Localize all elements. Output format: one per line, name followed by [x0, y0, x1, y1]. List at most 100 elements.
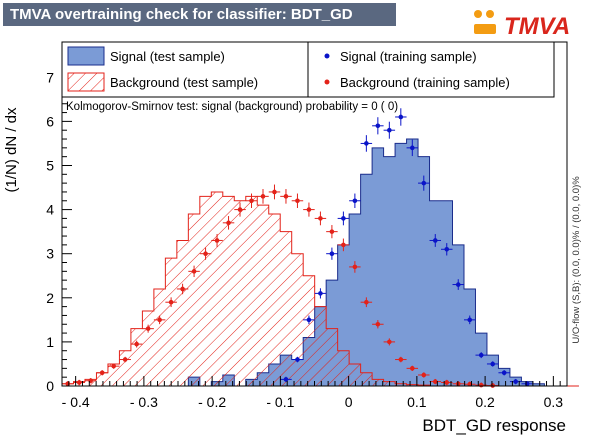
background-train-marker: [122, 357, 128, 362]
y-tick-label: 7: [46, 69, 54, 85]
legend-marker-background-train: [324, 79, 330, 85]
x-axis-label: BDT_GD response: [422, 416, 566, 435]
y-tick-label: 0: [46, 378, 54, 394]
y-axis-label: (1/N) dN / dx: [3, 107, 20, 193]
signal-train-point: [463, 315, 476, 325]
background-train-marker: [478, 382, 484, 388]
signal-train-marker: [432, 238, 438, 243]
signal-train-marker: [387, 127, 392, 133]
signal-train-point: [337, 211, 350, 226]
signal-train-point: [314, 288, 327, 299]
x-tick-label: 0.1: [407, 394, 427, 410]
legend-label-signal-test: Signal (test sample): [110, 49, 225, 64]
background-train-point: [429, 378, 442, 385]
background-train-point: [395, 356, 407, 363]
signal-train-point: [406, 139, 419, 157]
signal-train-marker: [306, 317, 312, 323]
background-train-marker: [398, 357, 404, 362]
x-tick-label: 0.2: [475, 394, 495, 410]
legend-label-background-test: Background (test sample): [110, 75, 258, 90]
signal-train-point: [418, 175, 430, 191]
background-train-marker: [237, 207, 243, 212]
x-tick-label: - 0.3: [130, 394, 158, 410]
signal-train-marker: [329, 251, 335, 256]
background-train-marker: [76, 380, 82, 385]
background-train-point: [406, 365, 419, 372]
background-train-point: [337, 238, 350, 252]
legend-label-background-train: Background (training sample): [340, 75, 510, 90]
tmva-logo: TMVA: [474, 10, 570, 40]
background-train-point: [234, 202, 246, 217]
background-train-point: [268, 184, 281, 200]
background-train-point: [257, 189, 269, 204]
background-train-marker: [329, 229, 335, 234]
background-train-marker: [295, 198, 300, 204]
signal-train-marker: [478, 352, 484, 358]
legend-marker-signal-train: [324, 53, 330, 59]
y-tick-label: 2: [46, 290, 54, 306]
background-train-point: [326, 225, 338, 239]
background-train-point: [119, 356, 131, 363]
background-train-point: [245, 193, 258, 208]
signal-train-marker: [410, 145, 415, 151]
background-train-marker: [364, 299, 369, 305]
background-train-point: [211, 234, 223, 247]
signal-train-marker: [490, 361, 496, 367]
y-tick-label: 1: [46, 334, 54, 350]
signal-train-marker: [444, 246, 450, 252]
background-train-marker: [387, 339, 392, 345]
background-train-marker: [180, 286, 185, 292]
background-train-marker: [226, 220, 231, 226]
background-train-marker: [421, 372, 427, 378]
background-train-marker: [99, 370, 105, 376]
background-train-marker: [444, 380, 450, 385]
signal-train-point: [383, 121, 396, 139]
background-train-point: [96, 370, 108, 376]
signal-train-point: [395, 108, 407, 126]
background-train-point: [130, 340, 143, 348]
background-train-point: [314, 211, 327, 226]
signal-train-marker: [352, 198, 358, 204]
x-tick-label: - 0.1: [266, 394, 294, 410]
signal-train-point: [429, 234, 442, 247]
background-train-point: [349, 261, 361, 273]
signal-train-marker: [501, 370, 507, 376]
background-train-marker: [134, 341, 139, 347]
background-train-point: [176, 283, 189, 295]
signal-train-point: [475, 352, 487, 359]
background-train-point: [165, 297, 177, 308]
signal-train-marker: [524, 381, 530, 387]
signal-train-marker: [467, 317, 473, 323]
signal-train-marker: [364, 141, 369, 146]
background-train-point: [280, 189, 292, 204]
background-train-point: [142, 324, 154, 333]
background-train-marker: [191, 269, 197, 274]
x-tick-label: - 0.2: [198, 394, 226, 410]
logo-text: TMVA: [504, 13, 570, 40]
y-tick-label: 5: [46, 157, 54, 173]
ks-test-text: Kolmogorov-Smirnov test: signal (backgro…: [66, 101, 398, 113]
y-tick-label: 3: [46, 246, 54, 262]
background-train-point: [418, 372, 430, 378]
signal-train-marker: [513, 379, 518, 384]
legend-label-signal-train: Signal (training sample): [340, 49, 477, 64]
signal-train-marker: [318, 291, 323, 296]
background-train-point: [188, 265, 200, 278]
x-tick-label: 0.3: [544, 394, 564, 410]
signal-train-marker: [398, 114, 404, 120]
background-train-point: [107, 363, 120, 369]
background-train-marker: [111, 363, 116, 369]
x-tick-label: 0: [345, 394, 353, 410]
background-train-marker: [214, 238, 220, 243]
background-train-point: [199, 247, 212, 260]
background-train-marker: [375, 321, 381, 327]
background-train-marker: [272, 189, 277, 195]
signal-train-marker: [295, 357, 300, 362]
signal-train-point: [349, 193, 361, 208]
background-train-point: [463, 381, 476, 387]
background-train-marker: [410, 366, 415, 371]
signal-train-point: [360, 135, 373, 152]
signal-train-point: [326, 247, 338, 260]
background-train-marker: [283, 194, 289, 199]
